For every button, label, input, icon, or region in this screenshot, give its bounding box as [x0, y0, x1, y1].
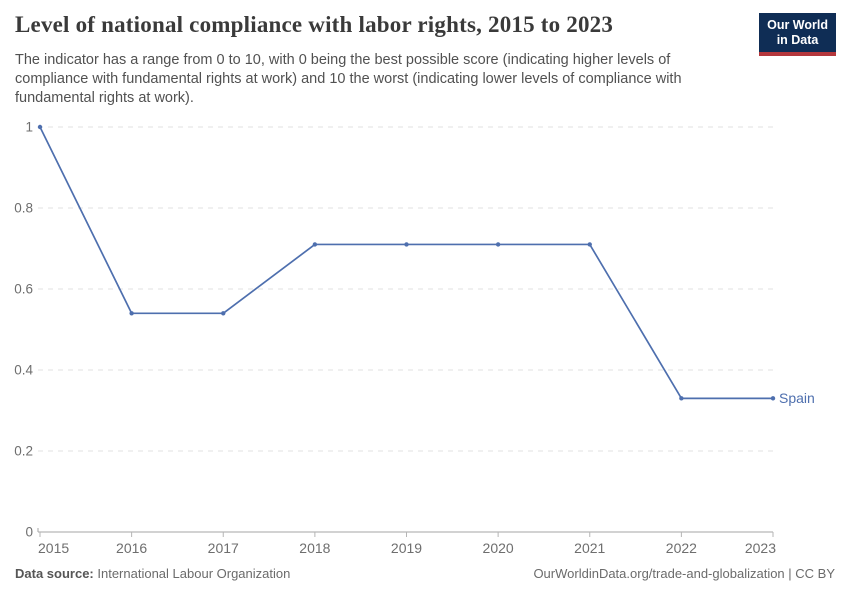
chart-subtitle: The indicator has a range from 0 to 10, …: [15, 52, 682, 106]
series-line-spain[interactable]: [39, 126, 773, 400]
data-point[interactable]: [312, 242, 318, 247]
chart-title: Level of national compliance with labor …: [15, 12, 614, 37]
data-point[interactable]: [770, 396, 776, 401]
x-axis-label: 2022: [666, 540, 697, 556]
data-source-label: Data source:: [15, 566, 94, 581]
x-axis-label: 2015: [38, 540, 69, 556]
y-axis-label: 0: [25, 525, 33, 540]
data-point[interactable]: [587, 242, 592, 247]
owid-logo-line1: Our World: [767, 18, 828, 32]
data-source: Data source: International Labour Organi…: [15, 566, 290, 581]
y-axis-label: 0.2: [14, 444, 33, 459]
data-point[interactable]: [495, 242, 501, 247]
y-axis-label: 1: [25, 120, 33, 135]
x-axis-label: 2023: [745, 540, 776, 556]
y-axis-label: 0.4: [14, 363, 33, 378]
data-point[interactable]: [37, 124, 43, 130]
x-axis-label: 2020: [483, 540, 514, 556]
footer-citation-link[interactable]: OurWorldinData.org/trade-and-globalizati…: [533, 566, 835, 581]
x-axis-label: 2018: [299, 540, 330, 556]
data-point[interactable]: [221, 311, 226, 316]
data-point[interactable]: [129, 311, 134, 316]
data-point[interactable]: [404, 242, 409, 247]
x-axis-label: 2016: [116, 540, 147, 556]
y-axis-label: 0.8: [14, 201, 33, 216]
x-axis-label: 2019: [391, 540, 422, 556]
y-axis-label: 0.6: [14, 282, 33, 297]
data-source-value: International Labour Organization: [97, 566, 291, 581]
data-point[interactable]: [679, 396, 684, 401]
owid-logo-line2: in Data: [776, 33, 819, 47]
owid-logo[interactable]: Our World in Data: [759, 13, 836, 56]
chart-footer: Data source: International Labour Organi…: [15, 566, 835, 581]
x-axis-label: 2017: [208, 540, 239, 556]
x-axis-label: 2021: [574, 540, 605, 556]
series-label[interactable]: Spain: [779, 390, 815, 406]
